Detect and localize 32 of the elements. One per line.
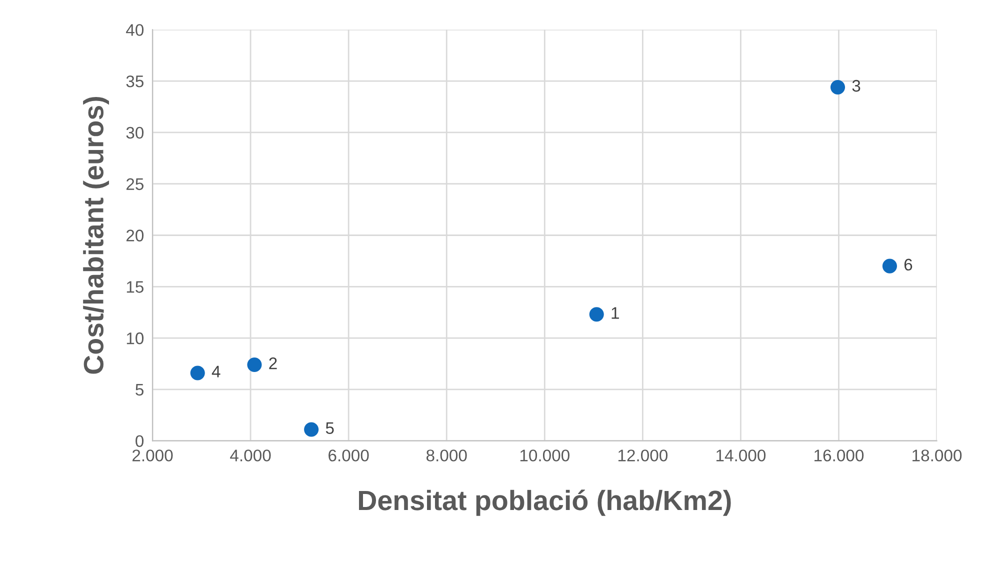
annotation: 6 xyxy=(904,258,912,271)
x-tick-label: 18.000 xyxy=(912,450,962,462)
y-tick-label: 0 xyxy=(136,435,144,448)
x-tick-label: 8.000 xyxy=(426,450,467,462)
y-tick-label: 25 xyxy=(126,178,144,190)
annotation: 5 xyxy=(326,422,334,434)
y-axis-title: Cost/habitant (euros) xyxy=(83,96,109,374)
x-tick-label: 4.000 xyxy=(230,450,271,462)
point xyxy=(304,422,319,437)
x-tick-label: 2.000 xyxy=(132,450,173,462)
annotation: 2 xyxy=(269,357,277,370)
y-tick-label: 15 xyxy=(126,281,144,293)
point xyxy=(830,80,846,95)
x-tick-label: 10.000 xyxy=(520,450,570,462)
x-tick-label: 16.000 xyxy=(814,450,864,462)
x-tick-label: 6.000 xyxy=(328,450,369,462)
point xyxy=(247,357,262,372)
point xyxy=(589,307,604,322)
point xyxy=(882,258,897,274)
y-tick-label: 5 xyxy=(136,384,144,396)
y-tick-label: 10 xyxy=(126,332,144,344)
x-tick-label: 14.000 xyxy=(716,450,766,462)
x-axis-title: Densitat població (hab/Km2) xyxy=(358,490,731,516)
x-tick-label: 12.000 xyxy=(618,450,668,462)
annotation: 1 xyxy=(612,307,619,319)
annotation: 4 xyxy=(212,366,220,378)
y-tick-label: 20 xyxy=(126,230,144,242)
y-tick-label: 40 xyxy=(126,24,144,36)
point xyxy=(190,366,205,380)
y-tick-label: 35 xyxy=(126,75,144,88)
y-tick-label: 30 xyxy=(126,126,144,139)
annotation: 3 xyxy=(852,80,860,92)
